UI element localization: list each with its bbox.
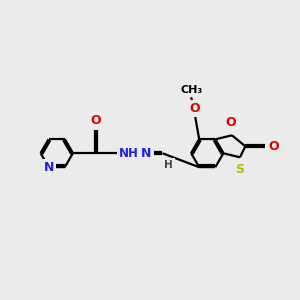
Text: O: O — [90, 114, 101, 127]
Text: O: O — [190, 102, 200, 115]
Text: O: O — [268, 140, 279, 153]
Text: N: N — [44, 161, 54, 174]
Text: NH: NH — [119, 147, 139, 160]
Text: N: N — [141, 147, 152, 160]
Text: O: O — [225, 116, 236, 129]
Text: H: H — [164, 160, 173, 170]
Text: S: S — [236, 163, 244, 176]
Text: CH₃: CH₃ — [180, 85, 202, 94]
